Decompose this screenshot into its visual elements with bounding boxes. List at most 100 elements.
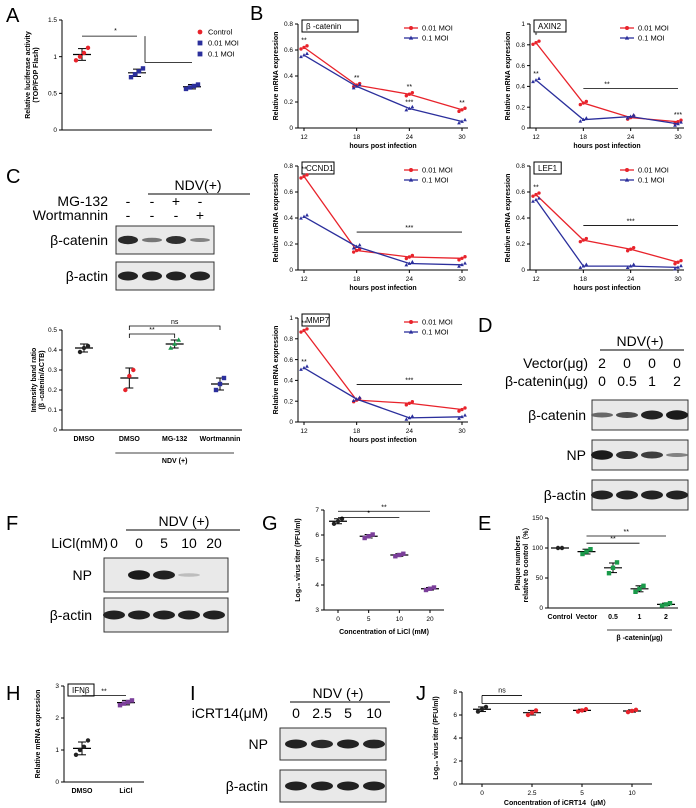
E-data-point [584, 549, 589, 554]
B3-data-point [299, 176, 303, 180]
J-data-point [579, 708, 585, 713]
B1-data-point [460, 108, 464, 112]
B5-data-point [410, 400, 415, 404]
B2-series-line [535, 79, 679, 125]
D-band [641, 410, 663, 420]
B3-x-tick-label: 12 [300, 276, 308, 283]
E-data-point [663, 602, 669, 607]
B2-sig-label: * [535, 33, 538, 40]
A-y-tick-label: 1 [53, 54, 57, 61]
F-band [178, 573, 200, 577]
B4-data-point [531, 194, 535, 198]
B1-series-line [303, 46, 463, 111]
A-legend-marker [197, 40, 203, 46]
B1-data-point [404, 94, 409, 98]
B4-data-point [537, 191, 541, 195]
F-treatment-mark: 5 [160, 535, 168, 551]
B1-legend-label: 0.01 MOI [422, 24, 453, 33]
G-data-point [370, 532, 375, 537]
C2-sig-label: ** [149, 327, 155, 334]
B1-y-tick-label: 0.6 [284, 47, 293, 54]
B5-data-point [457, 416, 461, 420]
B2-legend-label: 0.01 MOI [638, 24, 669, 33]
A-data-point [77, 54, 83, 59]
I-row-label: β-actin [226, 778, 268, 794]
H-y-tick-label: 0 [55, 779, 59, 786]
G-data-point [431, 585, 437, 590]
B3-legend-label: 0.1 MOI [422, 176, 449, 185]
B1-x-tick-label: 12 [300, 134, 308, 141]
B3-sig-label: *** [405, 225, 413, 232]
B5-series-line [303, 330, 463, 411]
C-treatment-mark: + [196, 207, 204, 223]
B1-gene-box [301, 19, 359, 33]
B5-data-point [357, 395, 362, 399]
B2-y-tick-label: 0.4 [516, 84, 525, 91]
J-data-point [629, 708, 635, 714]
B3-data-point [351, 250, 356, 254]
H-gene-label: IFNβ [72, 686, 90, 695]
D-treatment-mark: 0 [623, 355, 631, 371]
panel-letter-i: I [190, 683, 196, 705]
B5-y-tick-label: 0 [289, 419, 293, 426]
C2-x-tick-label: MG-132 [162, 436, 187, 443]
B2-data-point [679, 118, 683, 122]
I-band [311, 739, 333, 749]
B4-data-point [628, 264, 633, 268]
B4-legend-label: 0.01 MOI [638, 166, 669, 175]
B5-x-tick-label: 12 [300, 428, 308, 435]
B2-data-point [584, 99, 589, 104]
J-data-point [625, 709, 631, 715]
B4-data-point [531, 199, 535, 203]
E-sig-label: ** [624, 529, 630, 536]
B5-data-point [299, 330, 303, 334]
C2-ylabel: (β -catenin/ACTB) [39, 350, 46, 409]
J-data-point [483, 704, 489, 710]
B3-data-point [302, 174, 306, 179]
G-x-tick-label: 20 [426, 616, 434, 623]
B2-data-point [628, 114, 633, 118]
G-ylabel: Log₁₀ virus titer (PFU/ml) [295, 518, 302, 601]
B5-legend-marker [408, 329, 414, 334]
B5-data-point [463, 413, 467, 417]
J-y-tick-label: 6 [453, 712, 457, 719]
B2-x-tick-label: 18 [580, 134, 588, 141]
D-treatment-mark: 0 [673, 355, 681, 371]
C-treatment-mark: - [150, 193, 155, 209]
A-y-tick-label: 0.5 [48, 91, 57, 98]
J-xlabel: Concentration of iCRT14（μM） [504, 799, 610, 807]
B1-data-point [463, 117, 467, 122]
C2-data-point [123, 387, 128, 393]
B2-data-point [531, 42, 535, 46]
B3-sig-label: ** [301, 166, 307, 173]
I-band [285, 781, 307, 791]
B4-gene-label: LEF1 [538, 164, 558, 173]
C2-data-point [213, 387, 219, 393]
G-y-tick-label: 7 [315, 507, 319, 514]
F-row-label: β-actin [50, 607, 92, 623]
C-treatment-mark: - [174, 207, 179, 223]
B4-data-point [679, 258, 683, 263]
E-y-tick-label: 100 [532, 545, 543, 552]
B1-ylabel: Relative mRNA expression [273, 32, 280, 121]
B1-legend-marker [408, 35, 414, 40]
B4-data-point [584, 236, 589, 241]
B2-data-point [537, 39, 541, 43]
C-treatment-mark: - [126, 193, 131, 209]
B2-data-point [676, 121, 680, 126]
E-x-tick-label: 0.5 [608, 614, 618, 621]
I-band [337, 781, 359, 791]
F-band [128, 610, 150, 620]
B4-x-tick-label: 24 [627, 276, 635, 283]
B4-xlabel: hours post infection [573, 285, 640, 292]
B1-x-tick-label: 24 [406, 134, 414, 141]
panel-letter-c: C [6, 166, 20, 188]
A-legend-marker [197, 51, 203, 57]
B1-data-point [299, 54, 303, 59]
H-x-tick-label: LiCl [119, 788, 132, 795]
E-data-point [637, 586, 642, 591]
C-band [118, 235, 138, 245]
J-data-point [475, 709, 481, 714]
B1-data-point [404, 108, 409, 112]
